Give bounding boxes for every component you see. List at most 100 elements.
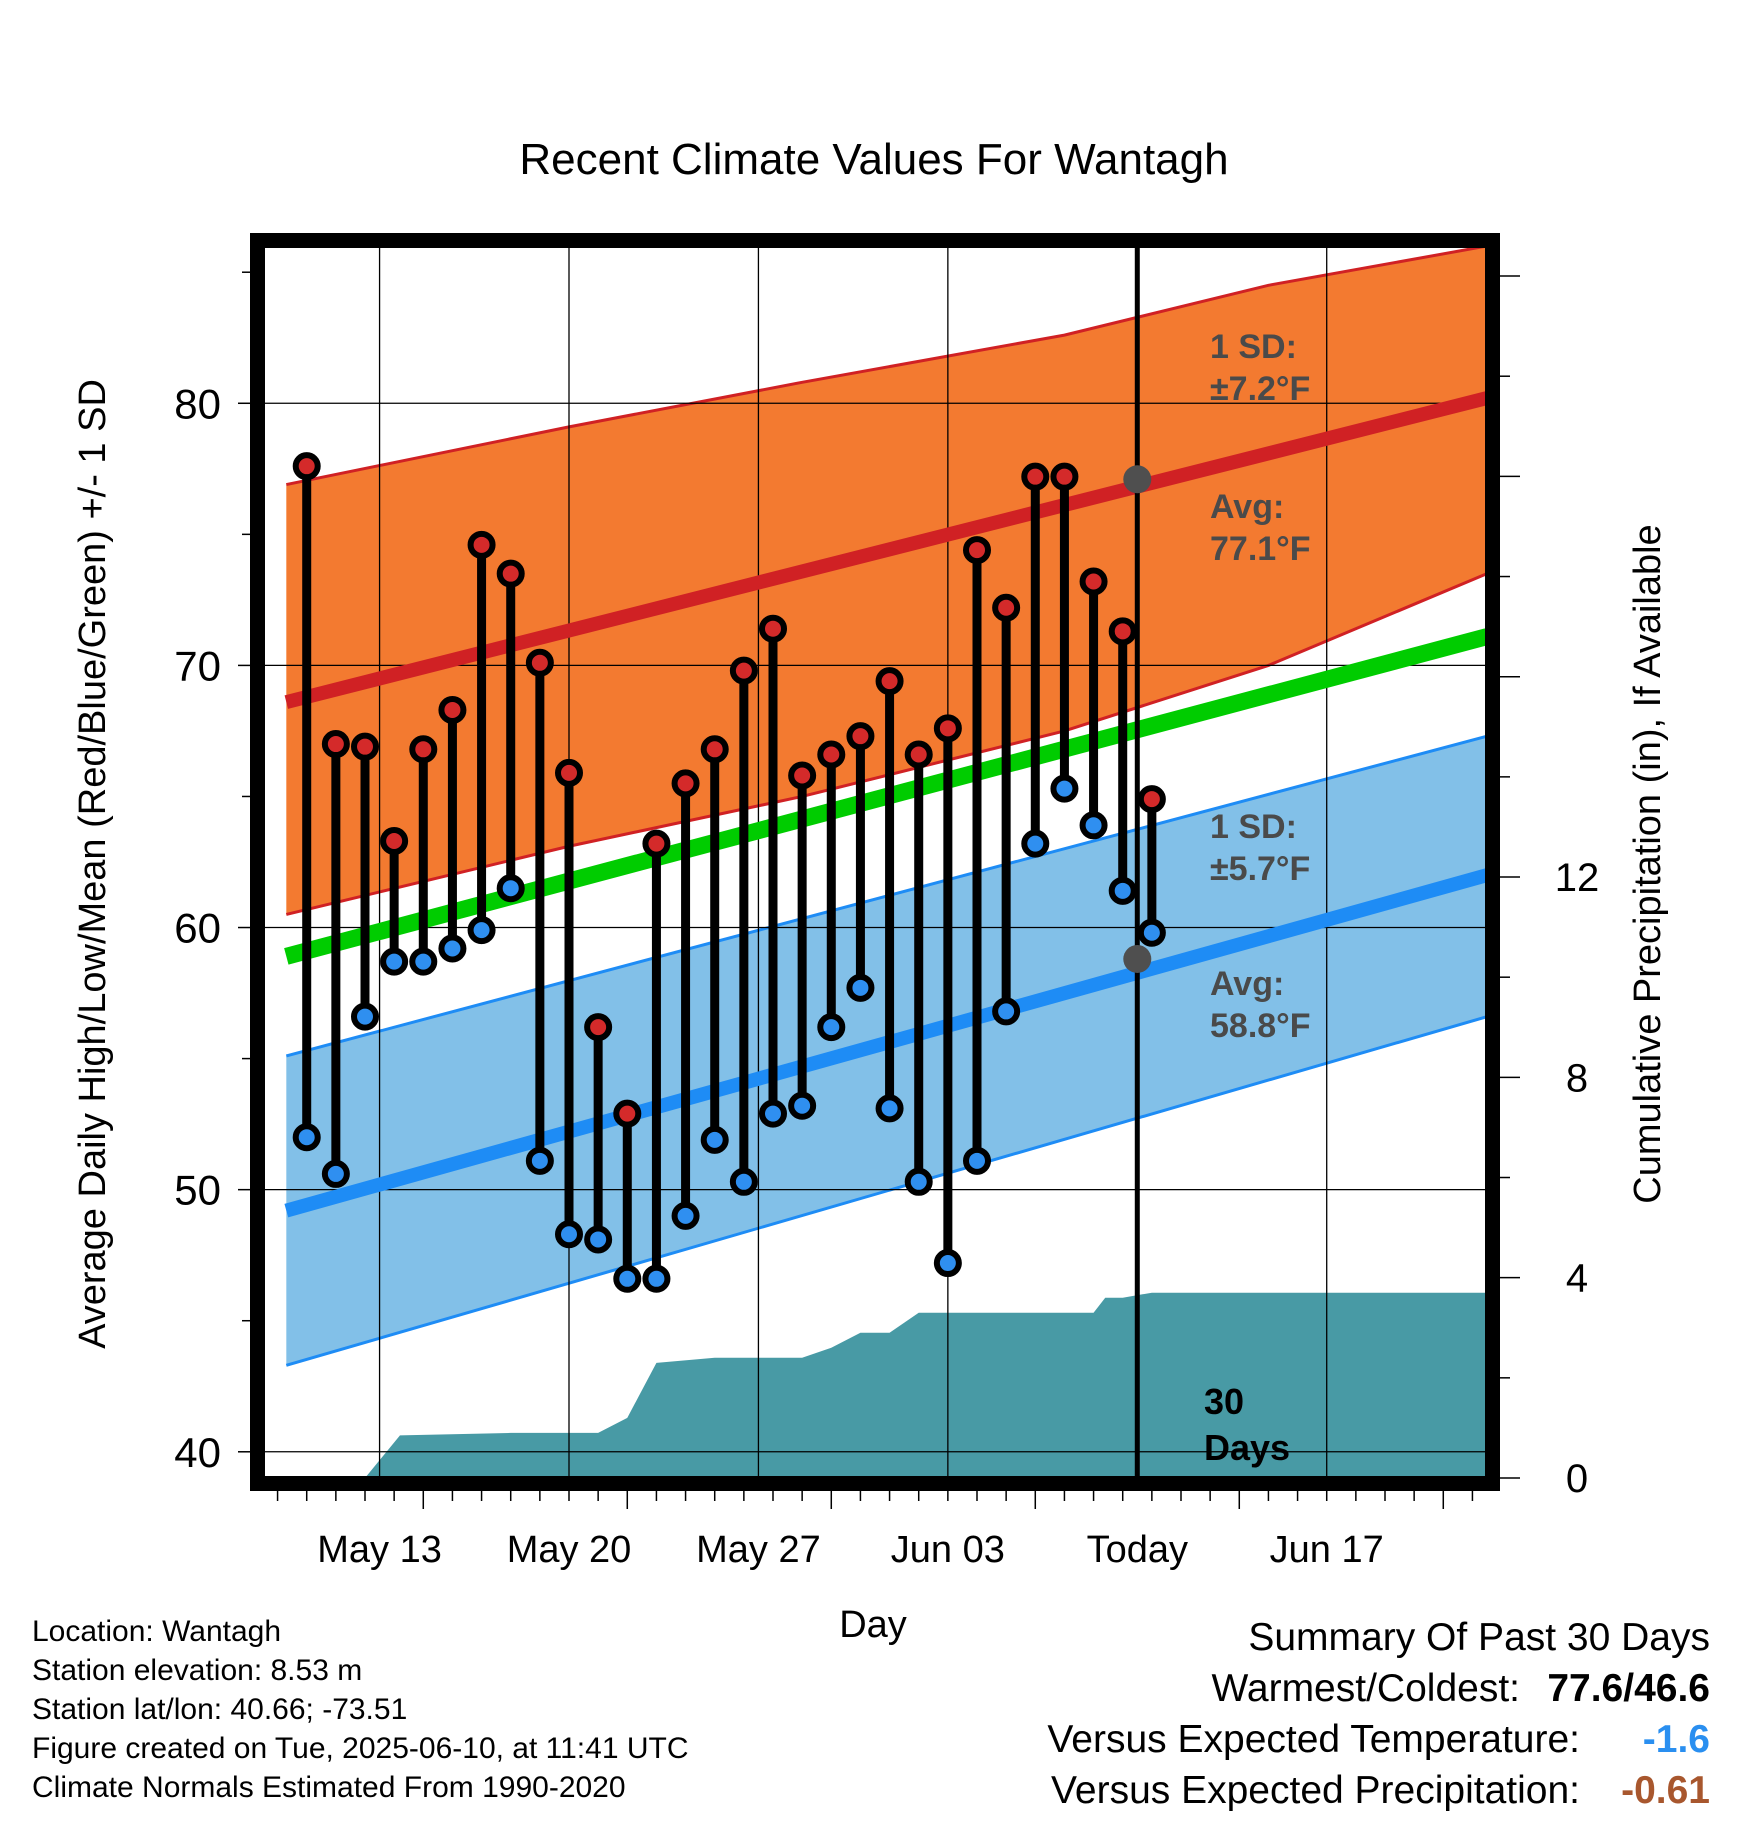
y2-tick-label: 12 (1555, 856, 1600, 900)
low-temp-point (584, 1225, 613, 1254)
high-temp-point (1050, 462, 1079, 491)
y2-tick-label: 0 (1566, 1457, 1588, 1501)
high-temp-point (875, 667, 904, 696)
high-temp-point (759, 614, 787, 643)
high-temp-point (963, 536, 991, 565)
x-tick-label: Jun 17 (1270, 1529, 1384, 1571)
low-temp-point (642, 1264, 671, 1293)
high-temp-point (438, 695, 467, 724)
low-temp-point (729, 1167, 758, 1196)
high-temp-point (1137, 785, 1166, 814)
elevation-text: Station elevation: 8.53 m (32, 1654, 363, 1687)
low-temp-point (351, 1002, 379, 1031)
high-temp-point (496, 559, 525, 588)
chart-title: Recent Climate Values For Wantagh (519, 135, 1228, 184)
low-temp-point (409, 947, 438, 976)
high-temp-point (700, 735, 729, 764)
y2-tick-label: 4 (1566, 1257, 1588, 1301)
high-temp-point (1079, 567, 1108, 596)
low-sd-value: ±5.7°F (1210, 850, 1310, 888)
high-temp-point (846, 722, 875, 751)
y-tick-label: 50 (174, 1167, 221, 1214)
low-temp-point (817, 1013, 846, 1042)
y-tick-label: 70 (174, 642, 221, 689)
high-temp-point (555, 758, 583, 787)
high-sd-label: 1 SD: (1210, 328, 1297, 366)
created-text: Figure created on Tue, 2025-06-10, at 11… (32, 1732, 689, 1765)
low-temp-point (1137, 918, 1166, 947)
y-tick-label: 60 (174, 905, 221, 952)
versus-precip-row: Versus Expected Precipitation: -0.61 (1047, 1765, 1710, 1816)
x-tick-label: Today (1087, 1529, 1188, 1571)
days-count: 30 (1204, 1381, 1244, 1422)
normals-text: Climate Normals Estimated From 1990-2020 (32, 1771, 626, 1804)
high-band-annotation: 1 SD: ±7.2°F Avg: 77.1°F (1210, 328, 1311, 568)
versus-precip-label: Versus Expected Precipitation: (1051, 1769, 1580, 1812)
low-temp-point (380, 947, 409, 976)
low-temp-point (1108, 876, 1137, 905)
low-temp-point (933, 1249, 962, 1278)
high-temp-point (729, 656, 758, 685)
low-temp-point (555, 1220, 583, 1249)
plot-frame (250, 233, 1500, 1491)
low-temp-point (1079, 811, 1108, 840)
high-avg-label: Avg: (1210, 488, 1284, 526)
low-avg-label: Avg: (1210, 965, 1284, 1003)
low-temp-point (321, 1159, 350, 1188)
latlon-text: Station lat/lon: 40.66; -73.51 (32, 1693, 408, 1726)
low-sd-label: 1 SD: (1210, 808, 1297, 846)
low-temp-point (613, 1264, 642, 1293)
location-text: Location: Wantagh (32, 1615, 282, 1648)
high-temp-point (351, 732, 379, 761)
low-temp-point (963, 1146, 991, 1175)
low-temp-point (525, 1146, 554, 1175)
low-temp-point (292, 1123, 321, 1152)
y-tick-label: 40 (174, 1429, 221, 1476)
low-temp-point (671, 1201, 700, 1230)
low-temp-point (1021, 829, 1050, 858)
low-temp-point (496, 874, 525, 903)
high-temp-point (992, 593, 1021, 622)
versus-temp-label: Versus Expected Temperature: (1047, 1718, 1580, 1761)
low-temp-point (992, 997, 1021, 1026)
high-temp-point (409, 735, 438, 764)
high-temp-point (817, 740, 846, 769)
low-band-annotation: 1 SD: ±5.7°F Avg: 58.8°F (1210, 808, 1311, 1045)
today-high-avg-dot (1123, 465, 1152, 494)
high-temp-point (671, 769, 700, 798)
versus-precip-value: -0.61 (1621, 1769, 1710, 1812)
x-tick-label: May 20 (507, 1529, 632, 1571)
high-sd-value: ±7.2°F (1210, 370, 1310, 408)
warm-cold-label: Warmest/Coldest: (1211, 1667, 1520, 1710)
high-band-lower-edge (285, 572, 1487, 916)
summary-title: Summary Of Past 30 Days (1248, 1616, 1710, 1659)
versus-temp-value: -1.6 (1642, 1718, 1710, 1761)
low-temp-point (700, 1125, 729, 1154)
days-label: Days (1204, 1427, 1290, 1468)
high-temp-point (1108, 617, 1137, 646)
low-temp-point (467, 916, 496, 945)
today-low-avg-dot (1123, 944, 1152, 973)
precip-area (365, 1292, 1487, 1478)
low-avg-value: 58.8°F (1210, 1007, 1311, 1045)
high-temp-point (1021, 462, 1050, 491)
high-temp-point (933, 714, 962, 743)
high-temp-point (613, 1099, 642, 1128)
low-temp-point (875, 1094, 904, 1123)
high-temp-point (788, 761, 817, 790)
low-band-lower-edge (285, 1015, 1487, 1367)
days-annotation: 30 Days (1204, 1381, 1290, 1468)
high-temp-point (467, 530, 496, 559)
station-info: Location: Wantagh Station elevation: 8.5… (32, 1612, 689, 1807)
low-temp-point (788, 1091, 817, 1120)
x-tick-label: Jun 03 (891, 1529, 1005, 1571)
high-temp-point (525, 648, 554, 677)
high-temp-point (642, 829, 671, 858)
low-temp-point (438, 934, 467, 963)
low-temp-point (904, 1167, 933, 1196)
normal-high-line (284, 391, 1487, 709)
y2-axis-label: Cumulative Precipitation (in), If Availa… (1627, 524, 1669, 1203)
plot-area (263, 246, 1487, 1478)
y-axis-label: Average Daily High/Low/Mean (Red/Blue/Gr… (72, 379, 114, 1349)
